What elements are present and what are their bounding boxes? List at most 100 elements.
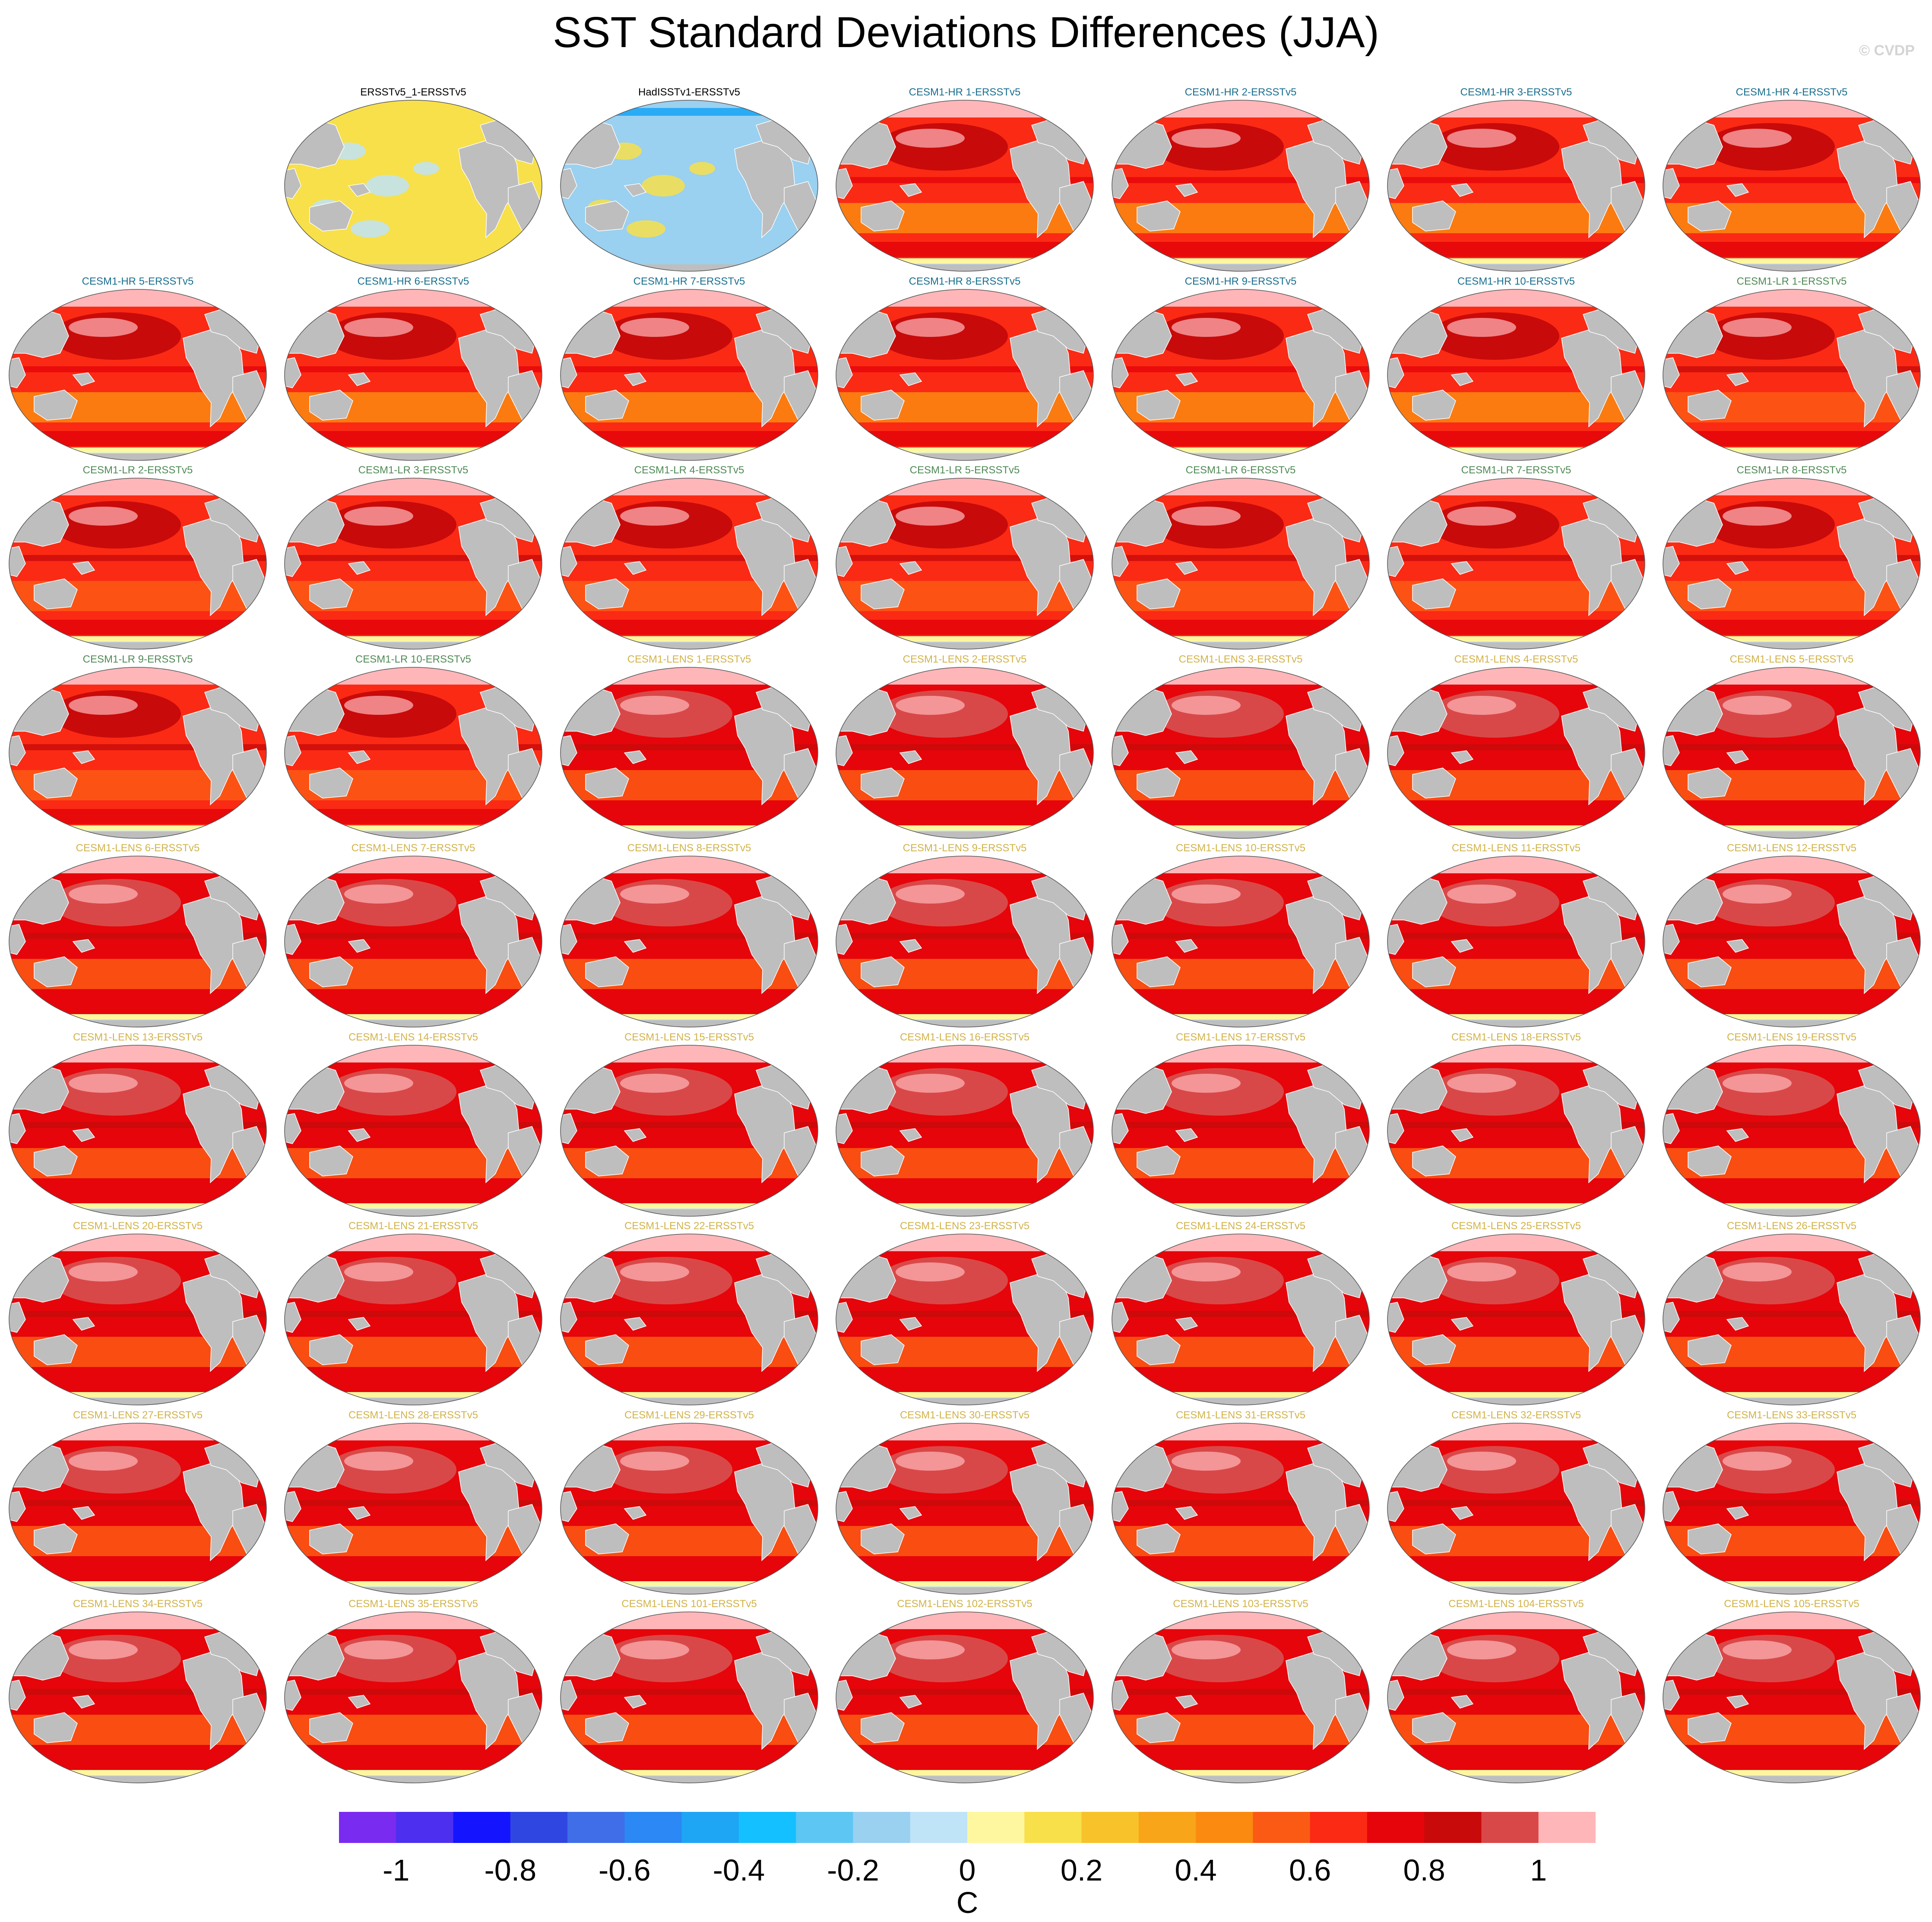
panel-title: CESM1-LENS 34-ERSSTv5 [73,1598,203,1610]
panel-title: CESM1-LENS 15-ERSSTv5 [624,1031,754,1043]
panel-title: CESM1-LENS 31-ERSSTv5 [1175,1409,1306,1421]
map-panel: HadISSTv1-ERSSTv5 [551,86,827,275]
map-panel: CESM1-LENS 3-ERSSTv5 [1103,653,1378,842]
map-panel: CESM1-LENS 29-ERSSTv5 [551,1409,827,1598]
panel-title: CESM1-LENS 4-ERSSTv5 [1454,653,1578,665]
panel-title: CESM1-LENS 19-ERSSTv5 [1726,1031,1857,1043]
map-panel: CESM1-LENS 20-ERSSTv5 [0,1220,276,1408]
colorbar-box [1138,1812,1196,1843]
map-panel: CESM1-LR 8-ERSSTv5 [1654,464,1929,653]
sst-difference-map [1387,1234,1645,1405]
sst-difference-map [836,1423,1094,1595]
colorbar-box [1481,1812,1539,1843]
map-panel: CESM1-LENS 28-ERSSTv5 [276,1409,551,1598]
sst-difference-map [560,667,818,839]
colorbar-box [567,1812,625,1843]
colorbar-box [339,1812,396,1843]
colorbar-box [1081,1812,1139,1843]
map-panel: CESM1-LENS 26-ERSSTv5 [1654,1220,1929,1408]
map-panel: CESM1-LENS 14-ERSSTv5 [276,1031,551,1220]
sst-difference-map [560,100,818,272]
colorbar-tick-label: 0.8 [1403,1853,1445,1887]
panel-title: CESM1-LR 4-ERSSTv5 [634,464,744,476]
colorbar-tick-label: 0 [959,1853,976,1887]
sst-difference-map [1663,100,1921,272]
panel-title: CESM1-LR 5-ERSSTv5 [909,464,1020,476]
sst-difference-map [9,478,267,650]
colorbar-box [1367,1812,1425,1843]
colorbar-box [681,1812,739,1843]
colorbar-box [853,1812,911,1843]
panel-title: CESM1-LENS 6-ERSSTv5 [76,842,200,854]
panel-title: CESM1-LENS 23-ERSSTv5 [899,1220,1030,1232]
map-panel: CESM1-LENS 25-ERSSTv5 [1378,1220,1654,1408]
colorbar-tick-label: 0.4 [1175,1853,1217,1887]
panel-title: CESM1-LENS 1-ERSSTv5 [627,653,751,665]
sst-difference-map [1663,856,1921,1028]
sst-difference-map [1112,667,1370,839]
panel-title: CESM1-LENS 9-ERSSTv5 [903,842,1027,854]
map-panel: CESM1-LENS 35-ERSSTv5 [276,1598,551,1786]
sst-difference-map [284,1611,542,1783]
panel-title: CESM1-LENS 2-ERSSTv5 [903,653,1027,665]
sst-difference-map [1112,1234,1370,1405]
panel-title: CESM1-LR 9-ERSSTv5 [82,653,193,665]
sst-difference-map [1387,856,1645,1028]
panel-title: CESM1-LR 2-ERSSTv5 [82,464,193,476]
sst-difference-map [836,478,1094,650]
panel-title: CESM1-LENS 32-ERSSTv5 [1451,1409,1581,1421]
map-panel: CESM1-HR 5-ERSSTv5 [0,276,276,464]
map-panel: CESM1-LR 10-ERSSTv5 [276,653,551,842]
panel-title: CESM1-LENS 8-ERSSTv5 [627,842,751,854]
map-panel: CESM1-LENS 17-ERSSTv5 [1103,1031,1378,1220]
panel-title: CESM1-LENS 12-ERSSTv5 [1726,842,1857,854]
map-panel: CESM1-HR 1-ERSSTv5 [827,86,1102,275]
panel-title: CESM1-LENS 25-ERSSTv5 [1451,1220,1581,1232]
map-panel: CESM1-LR 3-ERSSTv5 [276,464,551,653]
sst-difference-map [1663,1234,1921,1405]
sst-difference-map [1387,289,1645,461]
sst-difference-map [284,478,542,650]
panel-title: CESM1-HR 2-ERSSTv5 [1185,86,1297,98]
colorbar-box [1310,1812,1368,1843]
map-panel: CESM1-HR 6-ERSSTv5 [276,276,551,464]
colorbar-tick-label: -0.2 [827,1853,879,1887]
map-panel: CESM1-LENS 31-ERSSTv5 [1103,1409,1378,1598]
sst-difference-map [284,1045,542,1217]
map-panel: CESM1-LENS 12-ERSSTv5 [1654,842,1929,1031]
panel-title: CESM1-LENS 26-ERSSTv5 [1726,1220,1857,1232]
map-panel: CESM1-HR 3-ERSSTv5 [1378,86,1654,275]
panel-title: CESM1-LR 8-ERSSTv5 [1736,464,1847,476]
panel-title: CESM1-LENS 20-ERSSTv5 [73,1220,203,1232]
cvdp-credit: © CVDP [1859,42,1915,59]
sst-difference-map [1112,856,1370,1028]
sst-difference-map [1387,1611,1645,1783]
colorbar-tick-label: 0.6 [1289,1853,1331,1887]
map-panel: CESM1-HR 9-ERSSTv5 [1103,276,1378,464]
sst-difference-map [9,1234,267,1405]
sst-difference-map [836,1234,1094,1405]
sst-difference-map [836,856,1094,1028]
map-panel: CESM1-LR 1-ERSSTv5 [1654,276,1929,464]
map-panel: CESM1-LENS 34-ERSSTv5 [0,1598,276,1786]
panel-title: CESM1-HR 3-ERSSTv5 [1460,86,1572,98]
map-panel: CESM1-LENS 21-ERSSTv5 [276,1220,551,1408]
map-panel: CESM1-LENS 32-ERSSTv5 [1378,1409,1654,1598]
panel-title: CESM1-HR 4-ERSSTv5 [1736,86,1848,98]
panel-title: CESM1-LENS 11-ERSSTv5 [1451,842,1581,854]
sst-difference-map [9,1611,267,1783]
sst-difference-map [1663,289,1921,461]
map-panel: CESM1-LENS 102-ERSSTv5 [827,1598,1102,1786]
panel-title: ERSSTv5_1-ERSSTv5 [360,86,466,98]
map-panel: CESM1-LENS 23-ERSSTv5 [827,1220,1102,1408]
map-panel: CESM1-LR 9-ERSSTv5 [0,653,276,842]
panel-title: CESM1-LENS 103-ERSSTv5 [1173,1598,1308,1610]
colorbar-tick-label: 0.2 [1060,1853,1103,1887]
colorbar-box [738,1812,796,1843]
map-panel: CESM1-LENS 2-ERSSTv5 [827,653,1102,842]
panel-title: CESM1-LENS 30-ERSSTv5 [899,1409,1030,1421]
sst-difference-map [1112,100,1370,272]
map-panel: CESM1-LENS 30-ERSSTv5 [827,1409,1102,1598]
sst-difference-map [1663,1611,1921,1783]
colorbar-box [910,1812,968,1843]
